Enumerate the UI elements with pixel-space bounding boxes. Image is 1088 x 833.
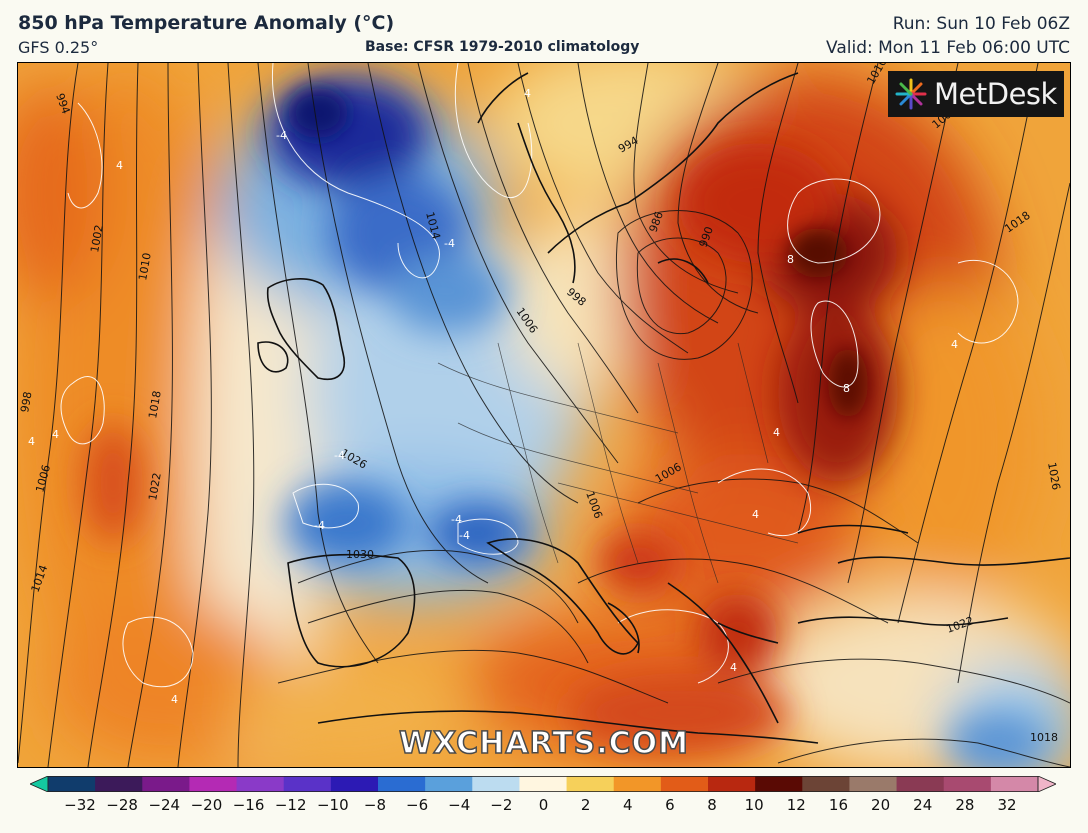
isobar-label: 1022 [146,472,164,502]
isobar-label: 1010 [136,252,154,282]
colorbar-tick-label: 24 [913,796,933,814]
colorbar-tick-label: −10 [316,796,349,814]
colorbar-tick-label: 6 [665,796,675,814]
colorbar-cell [660,776,709,792]
anomaly-label: 4 [524,87,531,100]
colorbar-tick-label: −8 [363,796,387,814]
anomaly-label: -4 [334,449,345,462]
anomaly-label: -4 [276,129,287,142]
colorbar-cell [472,776,520,792]
colorbar-tick-label: 12 [786,796,806,814]
anomaly-label: 4 [752,508,759,521]
colorbar-cell [236,776,285,792]
colorbar-cell [802,776,850,792]
anomaly-label: 8 [787,253,794,266]
anomaly-label: 4 [171,693,178,706]
colorbar-tick-label: 0 [538,796,549,814]
chart-title: 850 hPa Temperature Anomaly (°C) [18,12,395,34]
isobar-label: 1026 [1045,461,1063,491]
isobar-label: 1018 [146,390,164,420]
colorbar-cell [189,776,238,792]
isobar-label: 1002 [88,224,106,254]
colorbar-cell [519,776,568,792]
colorbar-tick-label: −32 [64,796,96,814]
model-name: GFS 0.25° [18,38,99,57]
colorbar-tick-label: −2 [490,796,513,814]
borders [437,342,799,584]
anomaly-label: -4 [314,519,325,532]
colorbar-cell [142,776,190,792]
colorbar-tick-label: 20 [871,796,891,814]
colorbar-tick-label: 28 [955,796,975,814]
colorbar-cell [378,776,426,792]
colorbar-cell [425,776,473,792]
colorbar-tick-label: −16 [232,796,265,814]
anomaly-label: -4 [459,529,470,542]
metdesk-logo-icon [895,78,927,110]
anomaly-label: 8 [843,382,850,395]
colorbar-tick-label: −6 [406,796,429,814]
colorbar-cell [95,776,143,792]
anomaly-label: 4 [951,338,958,351]
anomaly-label: 4 [52,428,59,441]
colorbar-cell [48,776,96,792]
colorbar-tick-label: 16 [828,796,848,814]
colorbar-cell [755,776,803,792]
colorbar-tick-label: −4 [448,796,471,814]
colorbar-tick-label: −28 [106,796,138,814]
colorbar-tick-label: 2 [580,796,591,814]
colorbar-tick-label: 10 [744,796,764,814]
climatology-base: Base: CFSR 1979-2010 climatology [365,39,640,55]
anomaly-label: 4 [28,435,35,448]
colorbar-tick-label: 8 [707,796,717,814]
anomaly-labels: 4 -4 -4 4 -4 -4 -4 -4 4 4 8 8 4 4 4 4 4 [28,87,958,706]
colorbar-tick-label: −12 [274,796,307,814]
colorbar-cell [613,776,662,792]
isobar-label: 998 [18,391,34,414]
map-canvas: 994 1002 1010 998 1018 1006 1022 1014 10… [18,63,1070,767]
anomaly-label: 4 [730,661,737,674]
colorbar-cell [896,776,945,792]
colorbar-tick-label: −24 [148,796,181,814]
anomaly-label: 4 [116,159,123,172]
anomaly-label: 4 [773,426,780,439]
colorbar-tick-label: −20 [190,796,223,814]
anomaly-label: -4 [444,237,455,250]
colorbar-border [47,776,1039,792]
colorbar-min-arrow [30,776,49,792]
colorbar-cell [283,776,332,792]
coastlines [257,72,1070,744]
colorbar-max-arrow [1037,776,1056,792]
isobar-label: 1030 [346,548,374,561]
colorbar-cell [943,776,992,792]
metdesk-logo-text: MetDesk [934,77,1057,111]
colorbar-cell [708,776,756,792]
colorbar-cell [330,776,379,792]
colorbar-ticks: −32 −28 −24 −20 −16 −12 −10 −8 −6 −4 −2 0 2 4 6 8 10 12 16… [0,796,1088,820]
valid-time: Valid: Mon 11 Feb 06:00 UTC [826,38,1070,58]
colorbar-tick-label: 32 [997,796,1017,814]
run-time: Run: Sun 10 Feb 06Z [892,14,1070,34]
colorbar-tick-label: 4 [622,796,633,814]
isobars [18,63,1070,767]
anomaly-map[interactable]: 994 1002 1010 998 1018 1006 1022 1014 10… [17,62,1071,768]
colorbar [30,776,1056,792]
metdesk-logo: MetDesk [888,71,1064,117]
anomaly-label: -4 [451,513,462,526]
colorbar-cell [566,776,615,792]
anomaly-field [18,63,1070,767]
watermark: WXCHARTS.COM [398,725,690,762]
isobar-label: 1018 [1030,731,1058,744]
colorbar-cell [849,776,898,792]
colorbar-cell [990,776,1039,792]
anomaly-contours [60,63,1019,688]
